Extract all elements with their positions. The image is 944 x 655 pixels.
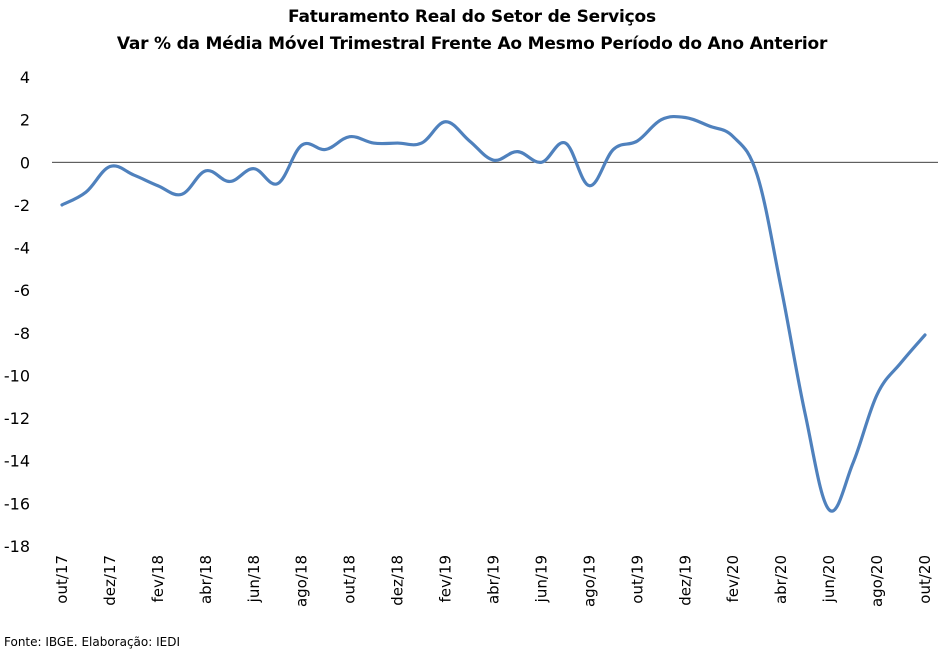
data-point: [84, 191, 87, 194]
x-tick-label: ago/20: [868, 555, 886, 607]
data-point: [588, 184, 591, 187]
data-point: [516, 150, 519, 153]
data-point: [420, 142, 423, 145]
data-point: [61, 203, 64, 206]
data-point: [900, 361, 903, 364]
data-point: [756, 174, 759, 177]
data-point: [780, 287, 783, 290]
y-tick-label: -8: [14, 324, 30, 343]
data-point: [636, 139, 639, 142]
y-tick-label: -16: [4, 494, 30, 513]
y-tick-label: -2: [14, 196, 30, 215]
x-tick-label: dez/17: [101, 555, 119, 606]
y-tick-label: -14: [4, 452, 30, 471]
x-tick-label: abr/20: [772, 555, 790, 604]
data-point: [468, 139, 471, 142]
data-point: [204, 169, 207, 172]
data-point: [132, 174, 135, 177]
data-point: [372, 142, 375, 145]
y-tick-label: -12: [4, 409, 30, 428]
data-point: [396, 142, 399, 145]
x-tick-label: out/20: [916, 555, 934, 604]
x-tick-label: abr/19: [485, 555, 503, 604]
data-point: [348, 135, 351, 138]
y-tick-label: 2: [20, 111, 30, 130]
y-tick-label: 4: [20, 68, 30, 87]
x-tick-label: out/18: [341, 555, 359, 604]
data-point: [492, 159, 495, 162]
data-point: [660, 118, 663, 121]
chart-title-block: Faturamento Real do Setor de Serviços Va…: [0, 4, 944, 58]
x-tick-label: jun/18: [245, 555, 263, 603]
data-point: [540, 161, 543, 164]
data-point: [564, 142, 567, 145]
data-point: [228, 180, 231, 183]
data-point: [612, 148, 615, 151]
x-tick-label: abr/18: [197, 555, 215, 604]
x-axis: out/17 dez/17 fev/18 abr/18 jun/18 ago/18 out/…: [53, 555, 934, 607]
y-tick-label: -10: [4, 366, 30, 385]
x-tick-label: ago/19: [580, 555, 598, 607]
y-tick-label: -4: [14, 239, 30, 258]
chart-subtitle: Var % da Média Móvel Trimestral Frente A…: [116, 34, 828, 54]
data-point: [324, 148, 327, 151]
series-group: [60, 114, 927, 513]
data-point: [924, 333, 927, 336]
data-point: [876, 393, 879, 396]
x-tick-label: out/17: [53, 555, 71, 604]
data-point: [108, 165, 111, 168]
data-point: [732, 135, 735, 138]
data-point: [252, 167, 255, 170]
data-point: [804, 412, 807, 415]
y-tick-label: -18: [4, 537, 30, 556]
y-tick-label: 0: [20, 153, 30, 172]
data-point: [300, 144, 303, 147]
chart-title: Faturamento Real do Setor de Serviços: [288, 7, 656, 27]
data-point: [276, 182, 279, 185]
y-tick-label: -6: [14, 281, 30, 300]
x-tick-label: dez/18: [389, 555, 407, 606]
x-tick-label: dez/19: [676, 555, 694, 606]
data-point: [444, 120, 447, 123]
x-tick-label: jun/19: [532, 555, 550, 603]
source-note: Fonte: IBGE. Elaboração: IEDI: [4, 635, 181, 649]
data-point: [156, 184, 159, 187]
series-line: [60, 114, 927, 513]
x-tick-label: jun/20: [820, 555, 838, 603]
x-tick-label: fev/18: [149, 555, 167, 603]
y-axis: 4 2 0 -2 -4 -6 -8 -10 -12 -14 -16 -18: [4, 68, 30, 556]
data-point: [180, 193, 183, 196]
x-tick-label: ago/18: [293, 555, 311, 607]
data-point: [852, 461, 855, 464]
data-point: [828, 508, 831, 511]
x-tick-label: fev/19: [437, 555, 455, 603]
data-point: [708, 125, 711, 128]
x-tick-label: fev/20: [724, 555, 742, 603]
data-point: [684, 116, 687, 119]
x-tick-label: out/19: [628, 555, 646, 604]
